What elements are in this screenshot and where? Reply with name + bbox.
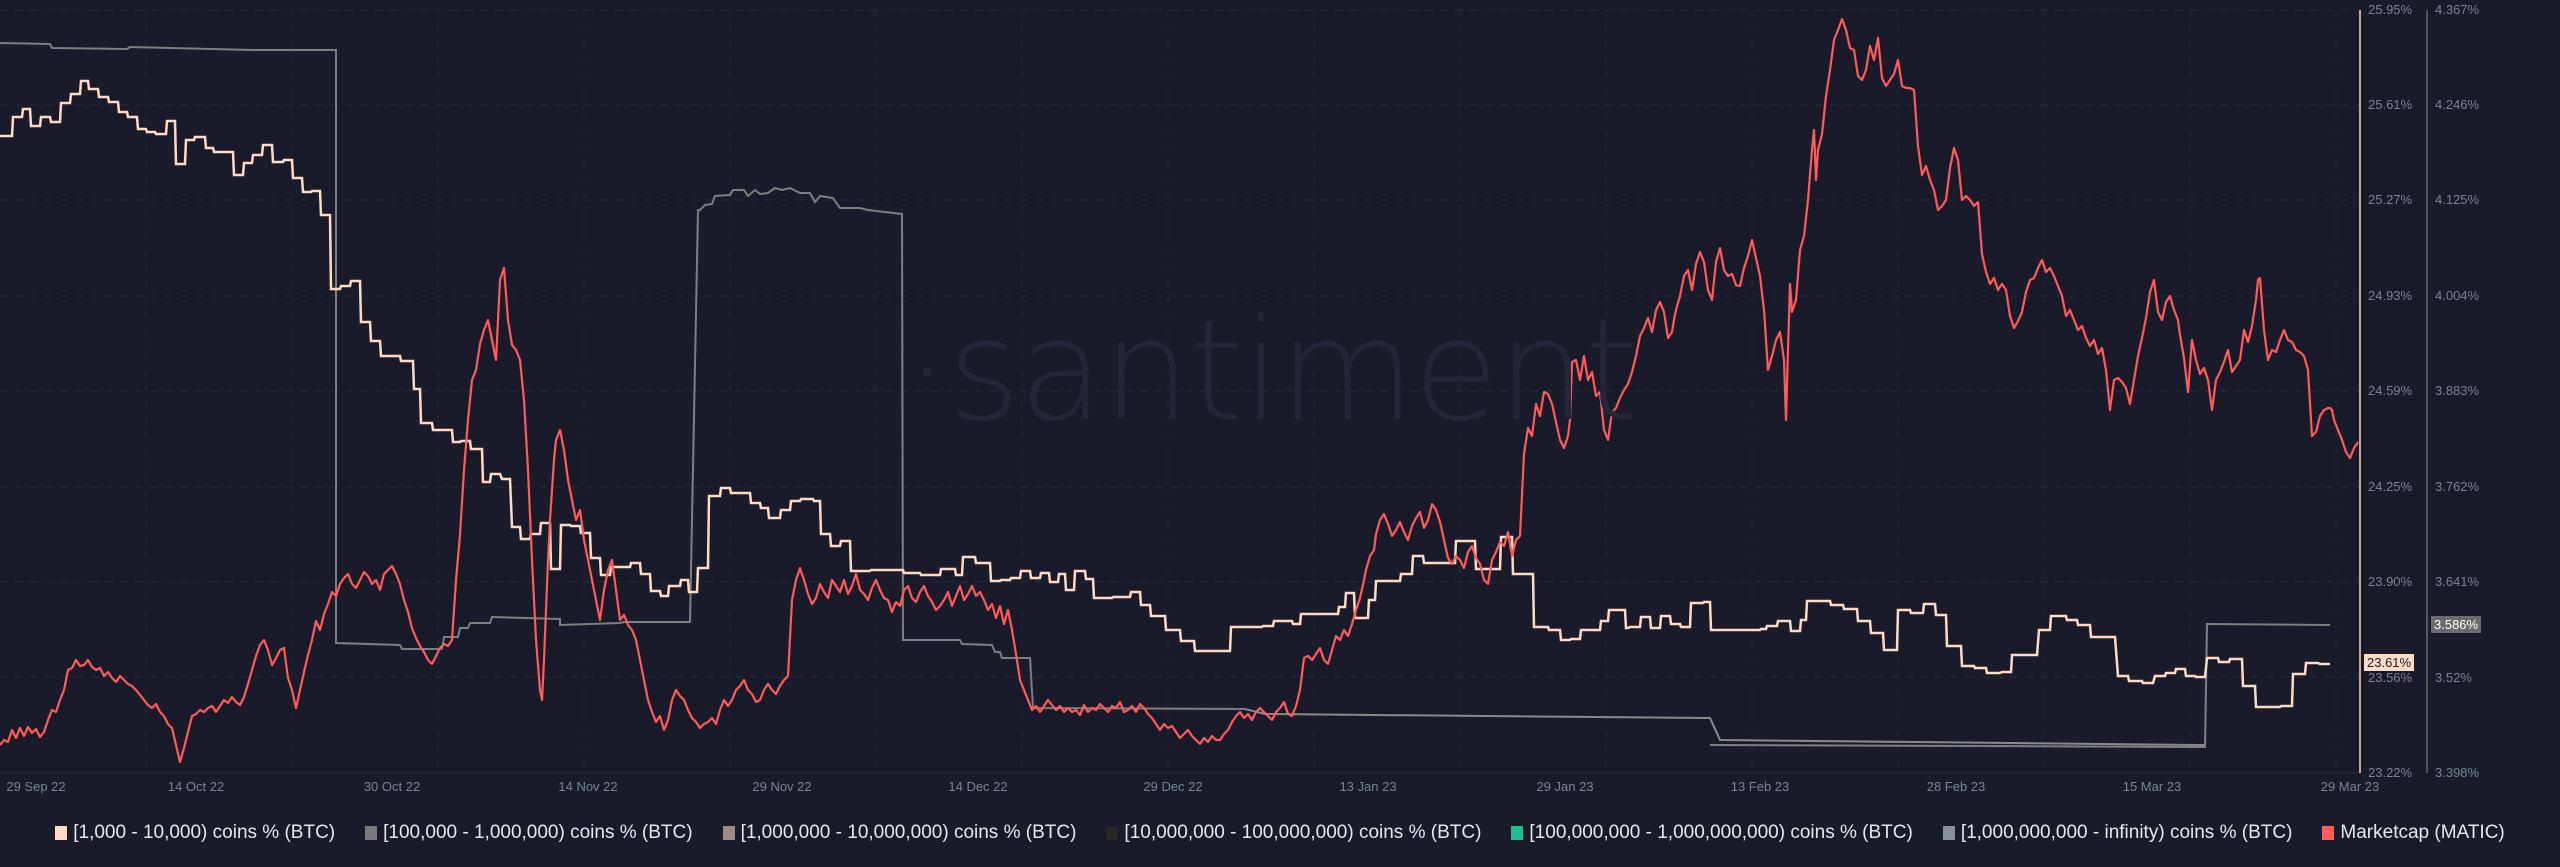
right-axis-tick: 3.398%: [2435, 765, 2480, 780]
legend-item-marketcap-matic[interactable]: Marketcap (MATIC): [2322, 822, 2505, 844]
legend-label: [100,000 - 1,000,000) coins % (BTC): [383, 822, 693, 843]
legend-swatch-icon: [1511, 826, 1524, 840]
time-axis-tick: 29 Mar 23: [2320, 779, 2380, 794]
series-1k-10k-line: [0, 79, 2330, 709]
legend-swatch-icon: [365, 826, 378, 840]
grid-vertical: [145, 10, 2337, 773]
left-axis-current-value-badge: 23.61%: [2364, 654, 2415, 671]
left-axis-tick: 25.61%: [2368, 97, 2413, 112]
left-axis-tick: 24.93%: [2368, 288, 2413, 303]
time-axis-tick: 29 Dec 22: [1143, 779, 1203, 794]
left-axis-tick: 25.95%: [2368, 2, 2413, 17]
legend-item-1k-10k[interactable]: [1,000 - 10,000) coins % (BTC): [55, 822, 335, 844]
series-marketcap-matic-line: [0, 17, 2359, 764]
legend-item-1m-10m[interactable]: [1,000,000 - 10,000,000) coins % (BTC): [722, 822, 1077, 844]
legend-item-10m-100m[interactable]: [10,000,000 - 100,000,000) coins % (BTC): [1106, 822, 1481, 844]
chart-legend: [1,000 - 10,000) coins % (BTC) [100,000 …: [0, 822, 2560, 844]
legend-label: [1,000,000 - 10,000,000) coins % (BTC): [740, 822, 1077, 843]
time-axis-tick: 29 Jan 23: [1536, 779, 1594, 794]
left-axis-tick: 24.25%: [2368, 479, 2413, 494]
time-axis-tick: 15 Mar 23: [2122, 779, 2182, 794]
left-axis-tick: 25.27%: [2368, 192, 2413, 207]
time-axis-tick: 30 Oct 22: [363, 779, 421, 794]
right-axis-tick: 4.125%: [2435, 192, 2480, 207]
legend-label: [1,000 - 10,000) coins % (BTC): [73, 822, 336, 843]
left-axis-tick: 24.59%: [2368, 383, 2413, 398]
time-axis-tick: 13 Feb 23: [1730, 779, 1790, 794]
santiment-watermark: ·santiment: [905, 290, 1639, 453]
right-axis-tick: 4.004%: [2435, 288, 2480, 303]
legend-item-1b-infinity[interactable]: [1,000,000,000 - infinity) coins % (BTC): [1942, 822, 2293, 844]
legend-item-100m-1b[interactable]: [100,000,000 - 1,000,000,000) coins % (B…: [1511, 822, 1913, 844]
right-axis-tick: 4.367%: [2435, 2, 2480, 17]
right-axis-current-value-badge: 3.586%: [2431, 616, 2482, 633]
legend-item-100k-1m[interactable]: [100,000 - 1,000,000) coins % (BTC): [365, 822, 693, 844]
time-axis-tick: 14 Oct 22: [167, 779, 225, 794]
legend-label: [10,000,000 - 100,000,000) coins % (BTC): [1124, 822, 1482, 843]
series-100k-1m-line: [0, 42, 1246, 710]
time-axis-tick: 14 Nov 22: [558, 779, 618, 794]
left-axis-tick: 23.90%: [2368, 574, 2413, 589]
series-100k-1m-tail: [1709, 622, 2331, 749]
right-axis-tick: 3.883%: [2435, 383, 2480, 398]
right-axis-tick: 3.762%: [2435, 479, 2480, 494]
time-axis-tick: 14 Dec 22: [948, 779, 1008, 794]
legend-swatch-icon: [55, 826, 68, 840]
right-axis-tick: 3.52%: [2435, 670, 2472, 685]
time-axis-tick: 29 Sep 22: [6, 779, 66, 794]
legend-swatch-icon: [2322, 826, 2335, 840]
time-axis-tick: 29 Nov 22: [752, 779, 812, 794]
legend-swatch-icon: [722, 826, 735, 840]
legend-label: Marketcap (MATIC): [2340, 822, 2505, 843]
legend-label: [1,000,000,000 - infinity) coins % (BTC): [1960, 822, 2293, 843]
time-axis-tick: 13 Jan 23: [1339, 779, 1397, 794]
right-axis-tick: 4.246%: [2435, 97, 2480, 112]
series-1b-inf-line: [1244, 708, 2205, 746]
time-axis-tick: 28 Feb 23: [1926, 779, 1986, 794]
legend-swatch-icon: [1106, 826, 1119, 840]
legend-swatch-icon: [1942, 826, 1955, 840]
legend-label: [100,000,000 - 1,000,000,000) coins % (B…: [1529, 822, 1913, 843]
grid-horizontal: [0, 9, 2360, 678]
right-axis-tick: 3.641%: [2435, 574, 2480, 589]
left-axis-tick: 23.56%: [2368, 670, 2413, 685]
left-axis-tick: 23.22%: [2368, 765, 2413, 780]
